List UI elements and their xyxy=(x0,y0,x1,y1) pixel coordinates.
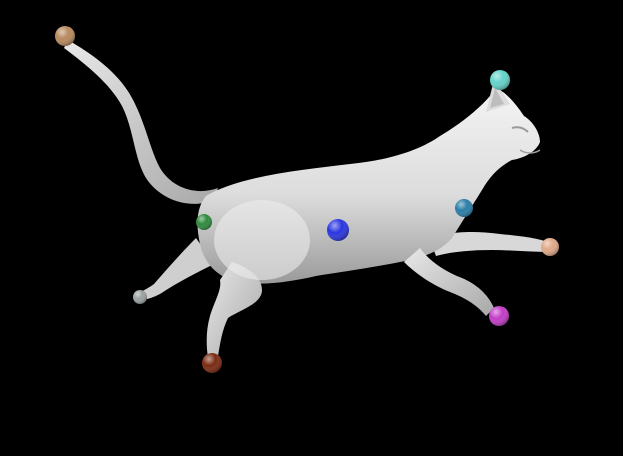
cat-ear-inner xyxy=(490,88,504,108)
marker-shading xyxy=(55,26,75,46)
marker-shading xyxy=(489,306,509,326)
cat-eye xyxy=(511,126,529,133)
marker-shading xyxy=(490,70,510,90)
cat-hind-leg-back xyxy=(136,238,214,300)
marker-shading xyxy=(133,290,147,304)
cat-hind-leg-front xyxy=(206,262,262,358)
marker-spheres xyxy=(55,26,559,373)
cat-front-leg-front xyxy=(404,248,494,316)
marker-shading xyxy=(202,353,222,373)
marker-shading xyxy=(455,199,473,217)
cat-front-leg-back xyxy=(430,232,552,256)
cat-thigh xyxy=(214,200,310,280)
marker-shading xyxy=(196,214,212,230)
marker-shading xyxy=(541,238,559,256)
cat-mouth xyxy=(519,149,541,154)
marker-shading xyxy=(327,219,349,241)
cat-tail xyxy=(64,40,218,204)
